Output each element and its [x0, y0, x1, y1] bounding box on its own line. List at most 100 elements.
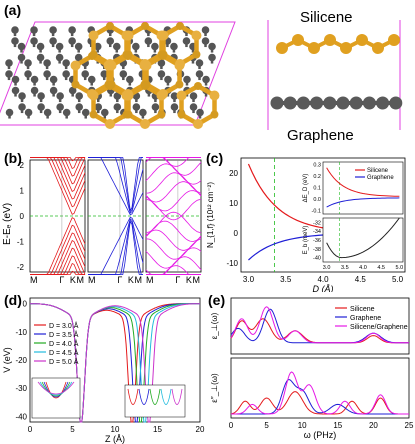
d-inset-left-curve — [39, 381, 73, 396]
d-ytick-label: -30 — [15, 384, 27, 393]
d-frame — [29, 297, 201, 423]
c-inset-bot-ytick: -36 — [313, 238, 321, 244]
carbon-atom — [56, 92, 64, 100]
band-line — [30, 240, 86, 275]
carbon-atom — [126, 75, 134, 84]
carbon-atom — [43, 59, 51, 67]
silicon-atom-side — [372, 42, 384, 54]
c-inset-top-ylabel: ΔE_D (eV) — [303, 174, 309, 203]
c-ytick-label: -10 — [226, 259, 238, 268]
silicon-atom-side — [324, 34, 336, 46]
silicon-atom — [177, 110, 186, 119]
carbon-atom — [55, 53, 64, 62]
band-frame-graphene — [87, 157, 144, 275]
panel-d-potential: 0-10-20-30-400 5 10 15 20Z (Å)V (eV)D = 3.0 … — [2, 297, 205, 444]
c-inset-bot-ytick: -32 — [313, 220, 321, 226]
carbon-atom — [62, 70, 70, 78]
d-ylabel: V (eV) — [2, 347, 12, 373]
e-legend-label: Graphene — [350, 315, 381, 322]
band-line — [145, 190, 202, 212]
e-xtick-label: 5 — [264, 421, 269, 430]
b-frames — [29, 157, 202, 275]
e-legend-label: Silicene — [350, 306, 375, 313]
carbon-atom — [170, 103, 179, 111]
c-inset-bot-ytick: -40 — [313, 256, 321, 262]
c-inset-top-ytick: 0.3 — [313, 162, 321, 168]
carbon-atom — [208, 42, 216, 51]
d-inset-right-curve — [171, 388, 183, 405]
panel-c-plot: 20 10 0 -10 3.0 3.5 4.0 4.5 5.0 D (Å) N_{1,f} (10¹… — [206, 157, 406, 292]
carbon-atom-side — [376, 96, 390, 110]
e-legend-label: Silicene/Graphene — [350, 324, 408, 331]
d-inset-left-curve — [37, 381, 75, 395]
carbon-atom — [17, 53, 26, 62]
carbon-atom-side — [323, 96, 337, 110]
c-inset-xtick: 4.5 — [377, 265, 385, 271]
band-line — [146, 157, 201, 167]
silicon-atom-side — [340, 42, 352, 54]
d-xtick-label: 10 — [111, 425, 120, 434]
d-inset-right-curve — [160, 388, 172, 405]
b-xtick-label: Γ — [117, 275, 122, 285]
band-line — [145, 199, 202, 221]
band-line — [88, 220, 143, 275]
d-ytick-label: -20 — [15, 356, 27, 365]
d-inset-right — [124, 384, 186, 418]
carbon-atom — [62, 59, 70, 67]
d-inset-right-curve — [138, 388, 150, 405]
carbon-atom — [30, 75, 39, 84]
silicon-atom — [106, 60, 117, 71]
carbon-atom — [11, 75, 20, 84]
silicon-atom — [106, 22, 114, 30]
d-inset-left-curve — [41, 381, 71, 397]
carbon-atom — [132, 103, 141, 111]
carbon-atom — [5, 59, 13, 67]
carbon-atom — [81, 108, 90, 117]
carbon-atom-side — [362, 96, 376, 110]
carbon-atom-side — [349, 96, 363, 110]
d-xlabel: Z (Å) — [105, 434, 125, 444]
carbon-atom — [17, 42, 26, 51]
band-line — [145, 247, 202, 269]
carbon-atom-side — [296, 96, 310, 110]
carbon-atom — [30, 37, 38, 45]
band-line — [30, 262, 85, 275]
c-ytick-label: 10 — [229, 199, 238, 208]
band-line — [145, 220, 202, 242]
b-ytick-label: -2 — [17, 263, 25, 272]
e-xtick-label: 0 — [229, 421, 234, 430]
carbon-atom — [18, 103, 26, 111]
band-line — [145, 181, 202, 203]
band-line — [145, 211, 202, 233]
silicon-atom — [124, 52, 132, 60]
panel-a-structure: Silicene Graphene — [0, 9, 403, 144]
carbon-atom — [144, 37, 153, 45]
panel-label-b: (b) — [4, 150, 22, 166]
carbon-atom — [75, 92, 84, 100]
b-xtick-label: K — [186, 275, 192, 285]
band-line — [145, 163, 202, 185]
carbon-atom — [106, 37, 115, 45]
carbon-atom — [100, 108, 109, 117]
c-inset-bot-frame — [322, 217, 404, 263]
d-xtick-label: 15 — [153, 425, 162, 434]
panel-label-a: (a) — [4, 2, 22, 18]
silicon-atom — [192, 50, 201, 59]
silicon-atom — [176, 90, 187, 101]
carbon-atom — [157, 59, 166, 67]
band-line — [30, 270, 85, 275]
d-ytick-label: -40 — [15, 412, 27, 421]
silicon-atom — [105, 119, 115, 129]
silicon-atom — [89, 110, 98, 119]
carbon-atom — [170, 92, 179, 100]
b-ytick-label: 2 — [20, 161, 25, 170]
carbon-atom-side — [270, 96, 284, 110]
carbon-atom — [43, 108, 52, 117]
b-xtick-label: Γ — [59, 275, 64, 285]
panel-e-dielectric: 0 5 10 15 20 25 ω (PHz) ε_⊥(ω) ε″_⊥(ω) Silicene Gr… — [210, 297, 414, 440]
d-xtick-label: 20 — [196, 425, 205, 434]
panel-label-c: (c) — [206, 150, 224, 166]
carbon-atom — [74, 53, 83, 62]
silicon-atom — [141, 22, 149, 30]
carbon-atom — [164, 75, 172, 84]
